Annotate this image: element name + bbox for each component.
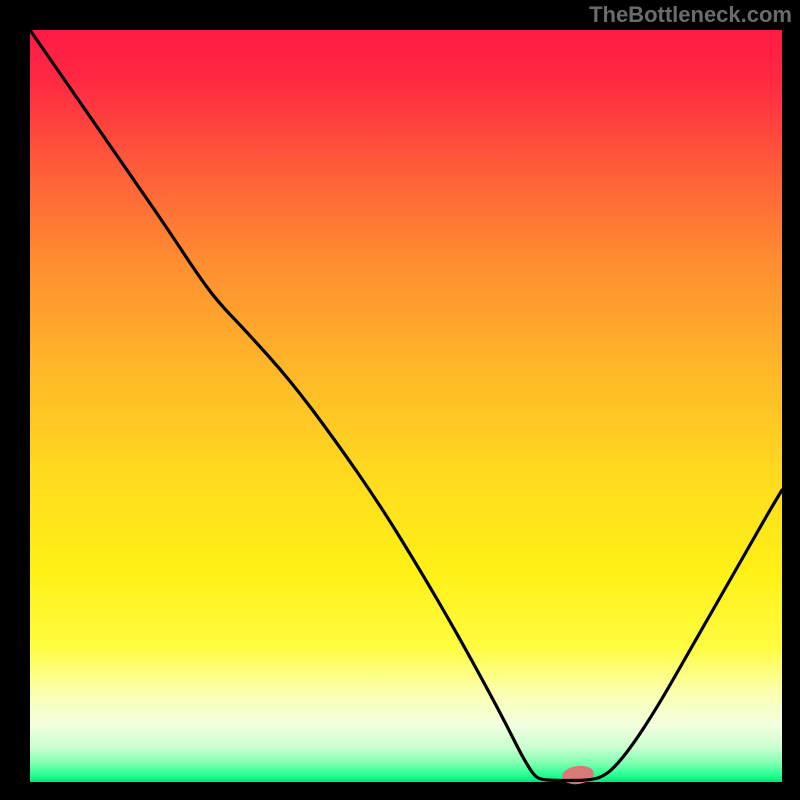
watermark-text: TheBottleneck.com [589,2,792,28]
plot-background [30,30,782,782]
bottleneck-chart [0,0,800,800]
figure-frame: TheBottleneck.com [0,0,800,800]
